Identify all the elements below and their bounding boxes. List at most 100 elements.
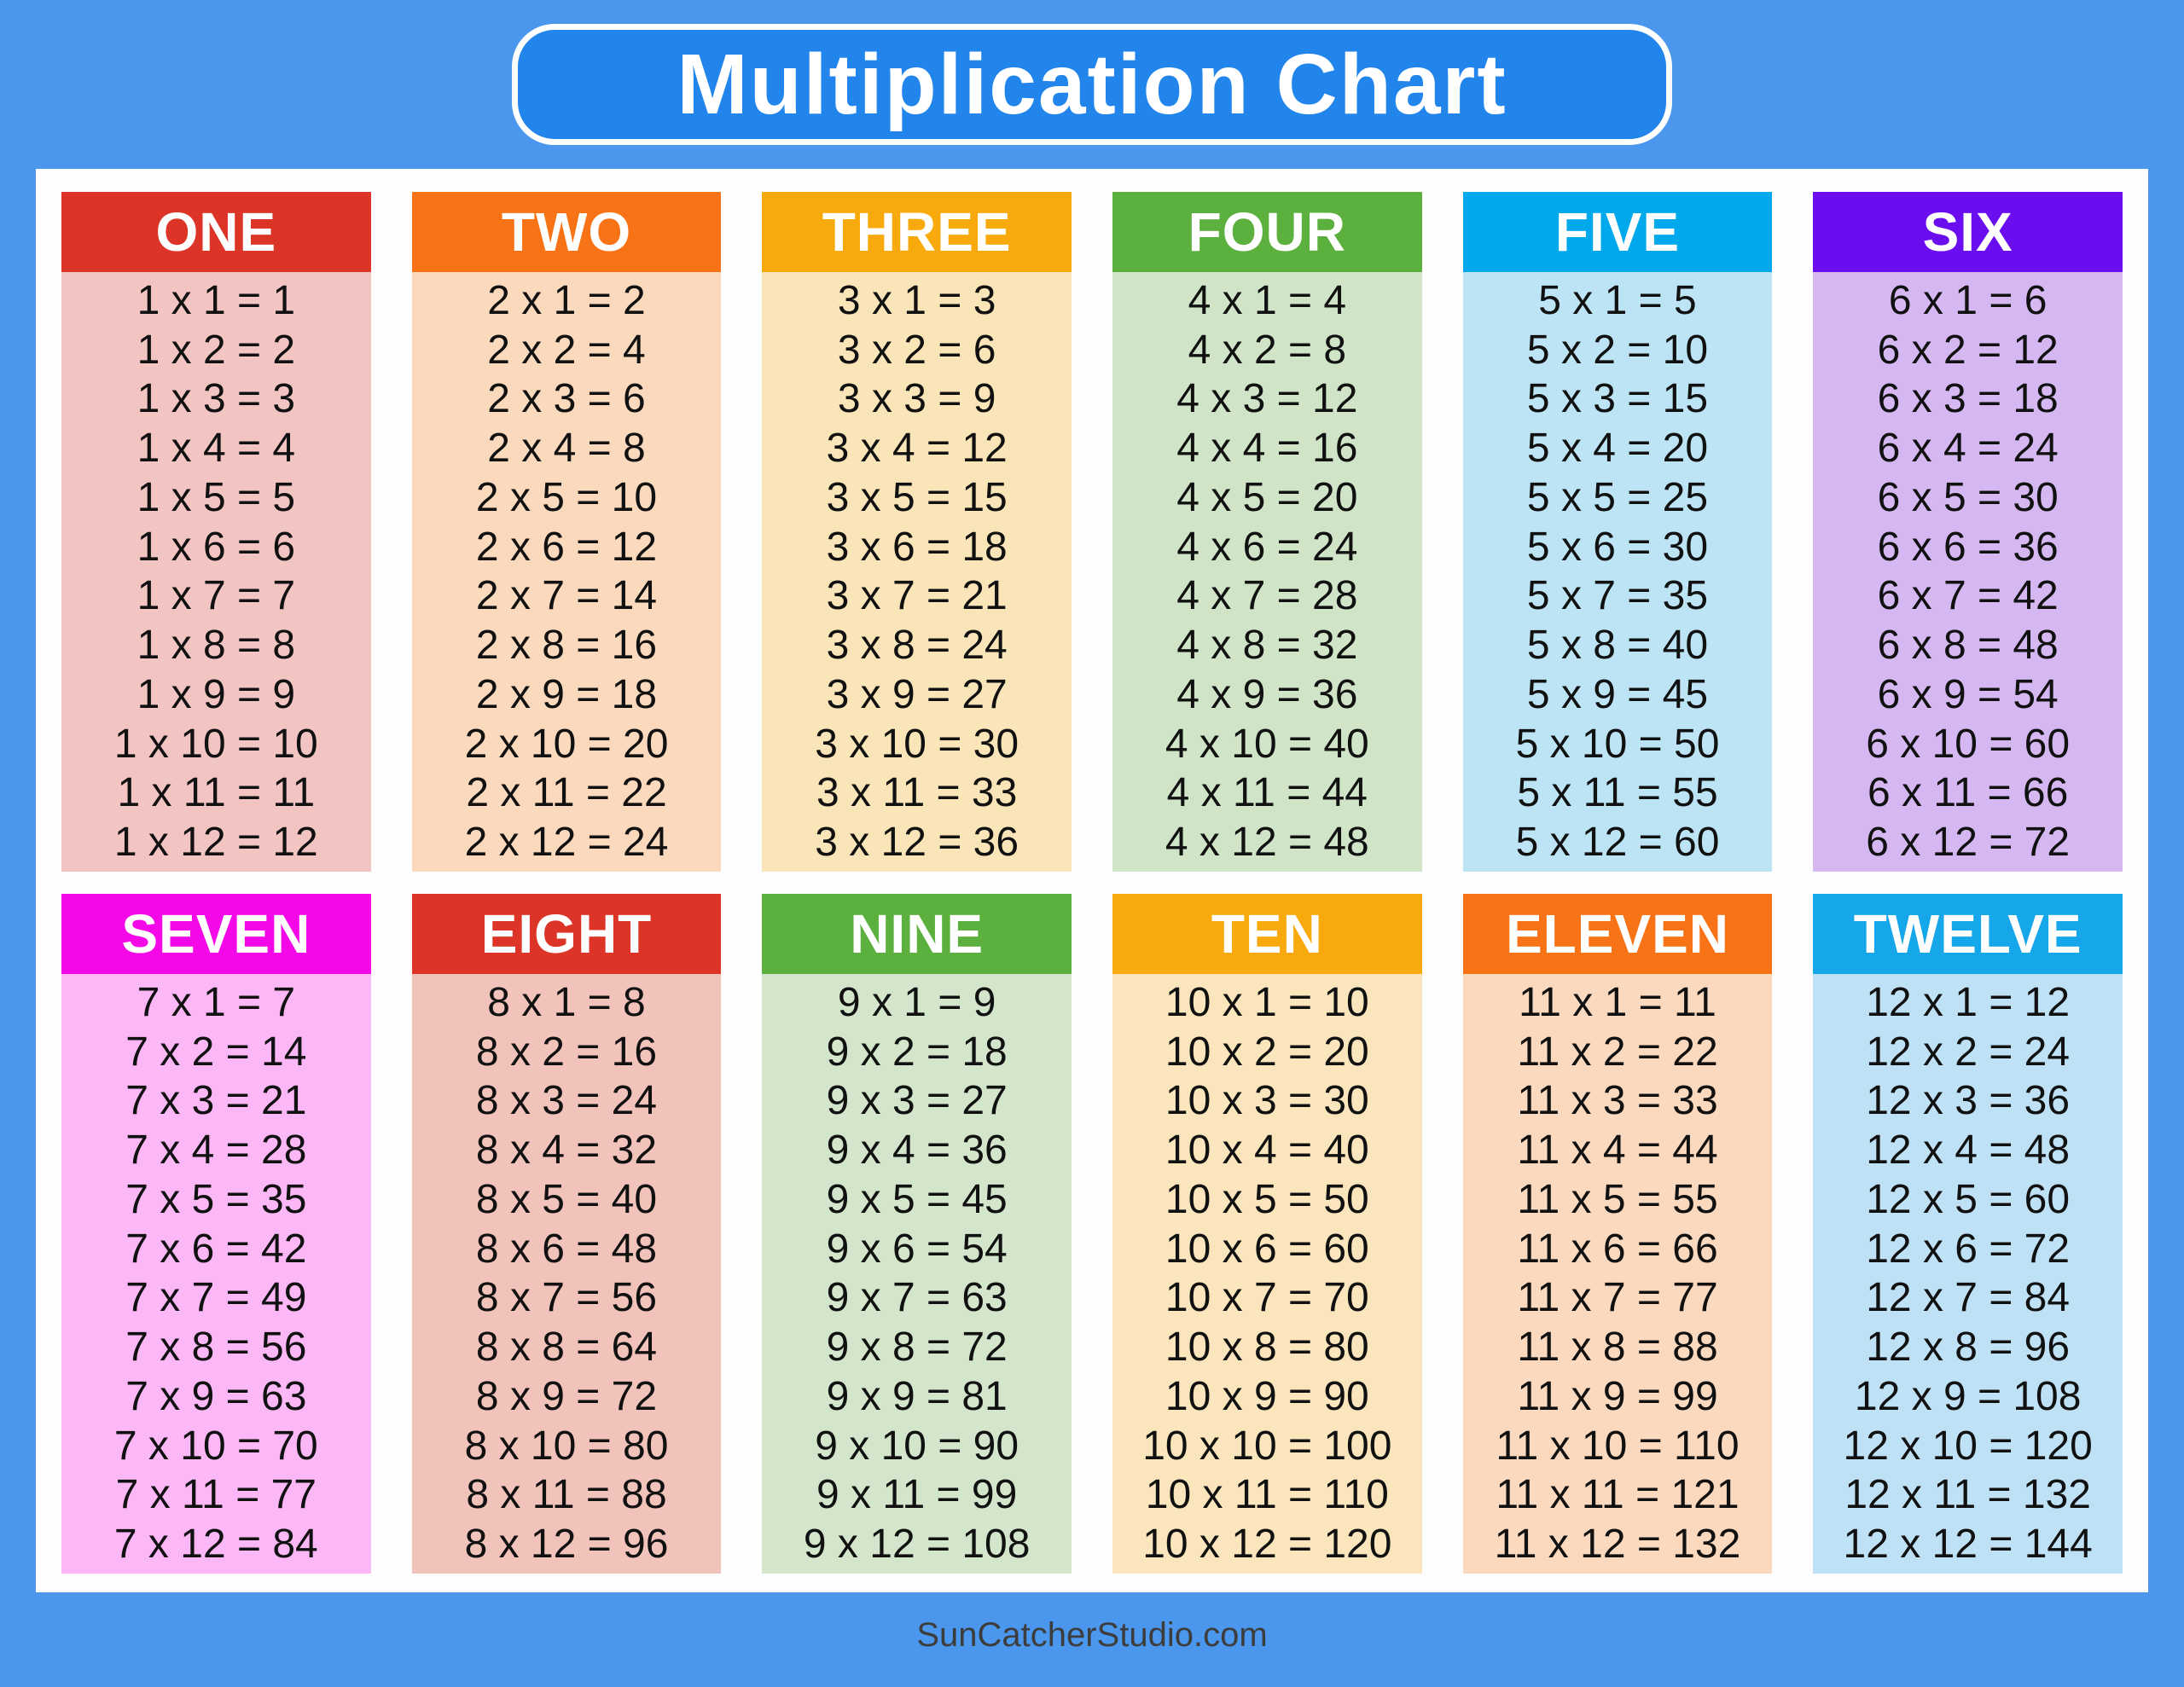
fact-row: 1 x 1 = 1	[136, 277, 296, 323]
fact-row: 9 x 9 = 81	[826, 1373, 1008, 1419]
fact-row: 4 x 10 = 40	[1165, 721, 1369, 767]
fact-row: 8 x 6 = 48	[475, 1226, 658, 1272]
fact-row: 8 x 12 = 96	[464, 1522, 669, 1568]
fact-row: 4 x 9 = 36	[1176, 671, 1358, 717]
fact-row: 5 x 10 = 50	[1515, 721, 1720, 767]
fact-row: 11 x 6 = 66	[1517, 1226, 1718, 1272]
fact-row: 4 x 2 = 8	[1188, 327, 1347, 373]
fact-row: 3 x 12 = 36	[815, 820, 1019, 866]
fact-row: 9 x 4 = 36	[826, 1128, 1008, 1174]
fact-row: 2 x 4 = 8	[487, 426, 646, 472]
fact-row: 2 x 9 = 18	[475, 671, 658, 717]
fact-row: 10 x 4 = 40	[1165, 1128, 1369, 1174]
fact-row: 8 x 8 = 64	[475, 1325, 658, 1371]
fact-row: 12 x 4 = 48	[1866, 1128, 2071, 1174]
fact-row: 3 x 1 = 3	[837, 277, 996, 323]
fact-row: 9 x 7 = 63	[826, 1275, 1008, 1321]
fact-row: 12 x 3 = 36	[1866, 1078, 2071, 1124]
fact-row: 10 x 2 = 20	[1165, 1029, 1369, 1075]
fact-row: 7 x 1 = 7	[136, 979, 296, 1025]
fact-row: 5 x 2 = 10	[1526, 327, 1709, 373]
fact-row: 9 x 11 = 99	[816, 1472, 1018, 1518]
table-card-body: 11 x 1 = 11 11 x 2 = 22 11 x 3 = 33 11 x 4 …	[1462, 974, 1773, 1574]
fact-row: 6 x 6 = 36	[1877, 524, 2059, 570]
table-card-header: TEN	[1112, 894, 1422, 974]
fact-row: 8 x 4 = 32	[475, 1128, 658, 1174]
fact-row: 9 x 2 = 18	[826, 1029, 1008, 1075]
fact-row: 7 x 8 = 56	[125, 1325, 307, 1371]
fact-row: 12 x 12 = 144	[1843, 1522, 2093, 1568]
fact-row: 9 x 5 = 45	[826, 1176, 1008, 1222]
fact-row: 8 x 1 = 8	[487, 979, 646, 1025]
fact-row: 1 x 9 = 9	[136, 671, 296, 717]
fact-row: 3 x 9 = 27	[826, 671, 1008, 717]
fact-row: 3 x 11 = 33	[816, 770, 1018, 816]
fact-row: 5 x 11 = 55	[1517, 770, 1718, 816]
fact-row: 3 x 7 = 21	[826, 573, 1008, 619]
fact-row: 8 x 9 = 72	[475, 1373, 658, 1419]
table-card-body: 10 x 1 = 10 10 x 2 = 20 10 x 3 = 30 10 x 4 …	[1112, 974, 1422, 1574]
table-card-header: NINE	[762, 894, 1072, 974]
fact-row: 11 x 7 = 77	[1517, 1275, 1718, 1321]
fact-row: 7 x 7 = 49	[125, 1275, 307, 1321]
fact-row: 7 x 9 = 63	[125, 1373, 307, 1419]
fact-row: 11 x 9 = 99	[1517, 1373, 1718, 1419]
fact-row: 10 x 1 = 10	[1165, 979, 1369, 1025]
fact-row: 5 x 6 = 30	[1526, 524, 1709, 570]
fact-row: 9 x 3 = 27	[826, 1078, 1008, 1124]
fact-row: 3 x 10 = 30	[815, 721, 1019, 767]
fact-row: 6 x 8 = 48	[1877, 623, 2059, 669]
fact-row: 2 x 2 = 4	[487, 327, 646, 373]
fact-row: 6 x 2 = 12	[1877, 327, 2059, 373]
fact-row: 10 x 12 = 120	[1142, 1522, 1392, 1568]
fact-row: 3 x 8 = 24	[826, 623, 1008, 669]
table-card-body: 12 x 1 = 12 12 x 2 = 24 12 x 3 = 36 12 x 4 …	[1813, 974, 2123, 1574]
fact-row: 5 x 8 = 40	[1526, 623, 1709, 669]
fact-row: 6 x 10 = 60	[1866, 721, 2071, 767]
fact-row: 11 x 5 = 55	[1517, 1176, 1718, 1222]
fact-row: 12 x 5 = 60	[1866, 1176, 2071, 1222]
fact-row: 4 x 12 = 48	[1165, 820, 1369, 866]
fact-row: 3 x 6 = 18	[826, 524, 1008, 570]
fact-row: 8 x 5 = 40	[475, 1176, 658, 1222]
fact-row: 4 x 3 = 12	[1176, 376, 1358, 422]
fact-row: 7 x 5 = 35	[125, 1176, 307, 1222]
fact-row: 10 x 5 = 50	[1165, 1176, 1369, 1222]
fact-row: 8 x 3 = 24	[475, 1078, 658, 1124]
fact-row: 10 x 8 = 80	[1165, 1325, 1369, 1371]
table-card-eleven: ELEVEN 11 x 1 = 11 11 x 2 = 22 11 x 3 = 33…	[1462, 894, 1773, 1574]
fact-row: 11 x 3 = 33	[1517, 1078, 1718, 1124]
fact-row: 2 x 12 = 24	[464, 820, 669, 866]
fact-row: 12 x 8 = 96	[1866, 1325, 2071, 1371]
fact-row: 1 x 7 = 7	[136, 573, 296, 619]
fact-row: 11 x 2 = 22	[1517, 1029, 1718, 1075]
fact-row: 7 x 3 = 21	[125, 1078, 307, 1124]
fact-row: 2 x 1 = 2	[487, 277, 646, 323]
table-card-ten: TEN 10 x 1 = 10 10 x 2 = 20 10 x 3 = 30 10 …	[1112, 894, 1422, 1574]
fact-row: 6 x 5 = 30	[1877, 474, 2059, 520]
fact-row: 7 x 12 = 84	[113, 1522, 318, 1568]
fact-row: 5 x 5 = 25	[1526, 474, 1709, 520]
fact-row: 4 x 1 = 4	[1188, 277, 1347, 323]
title-box: Multiplication Chart	[512, 24, 1672, 145]
fact-row: 5 x 7 = 35	[1526, 573, 1709, 619]
fact-row: 2 x 3 = 6	[487, 376, 646, 422]
fact-row: 4 x 7 = 28	[1176, 573, 1358, 619]
fact-row: 9 x 10 = 90	[815, 1423, 1019, 1469]
fact-row: 7 x 6 = 42	[125, 1226, 307, 1272]
table-card-header: ONE	[61, 192, 371, 272]
fact-row: 2 x 7 = 14	[475, 573, 658, 619]
fact-row: 10 x 3 = 30	[1165, 1078, 1369, 1124]
fact-row: 3 x 2 = 6	[837, 327, 996, 373]
table-card-header: ELEVEN	[1462, 894, 1773, 974]
